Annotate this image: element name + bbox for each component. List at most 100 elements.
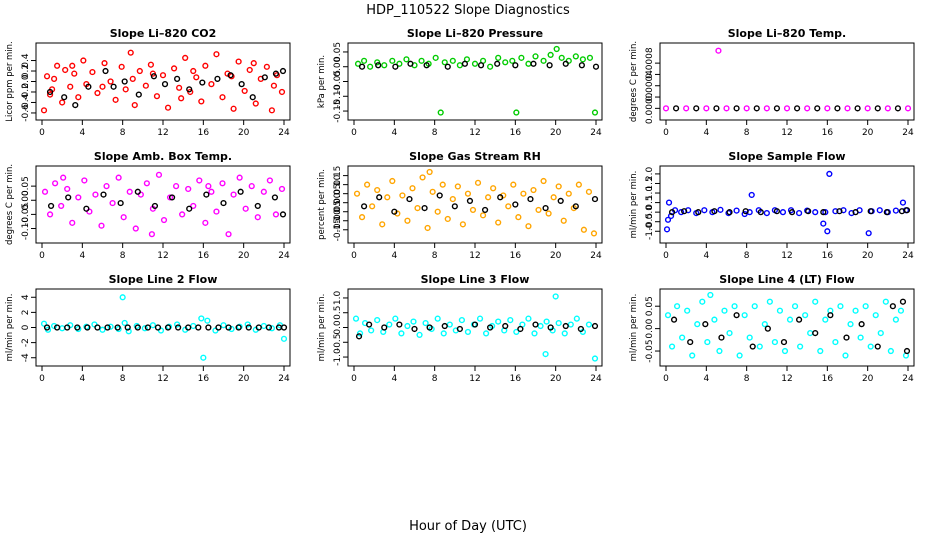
data-point [797,343,804,350]
y-tick-label: 0.0000 [645,92,655,124]
data-point [179,211,186,218]
data-point [426,324,433,331]
data-point [592,63,600,70]
x-tick-label: 12 [469,128,480,138]
data-point [69,62,76,69]
data-point [824,228,831,235]
y-tick-label: -0.4 [21,93,31,111]
data-point [693,105,700,112]
y-tick-label: -0.10 [333,209,343,233]
x-tick-label: 20 [238,251,250,261]
data-point [244,321,251,328]
series-1 [664,291,910,359]
data-point [230,191,237,198]
series-1 [353,168,598,237]
data-point [672,105,680,112]
data-point [46,211,54,218]
data-point [826,170,833,178]
data-point [662,105,670,112]
data-point [404,217,411,224]
x-tick-label: 12 [157,251,168,261]
data-point [213,51,220,58]
panel-title: Slope Line 3 Flow [421,273,530,286]
data-point [783,105,791,112]
data-point [195,324,202,331]
y-tick-label: 0.0 [21,74,31,89]
data-point [75,194,82,201]
data-point [756,343,763,350]
data-point [479,212,487,219]
series-2 [668,207,911,216]
y-tick-label: 0.05 [645,296,655,316]
series-1 [662,47,912,112]
y-axis-label: Licor ppm per min. [5,41,15,122]
data-point [562,60,569,67]
data-point [837,303,844,310]
data-point [122,86,129,93]
data-point [426,168,433,176]
data-point [726,330,733,337]
data-point [509,57,516,64]
y-tick-label: 0 [21,324,31,330]
data-point [193,74,200,81]
data-point [268,325,276,332]
data-point [437,109,444,116]
panel-5: Slope Gas Stream RH 0 4 8 12 16 20 24 -0.15-0.10… [317,150,603,261]
series-2 [360,192,599,215]
y-tick-label: -0.05 [333,70,343,93]
data-point [134,324,141,331]
x-tick-label: 24 [278,374,290,384]
data-point [214,75,221,82]
x-tick-label: 8 [432,128,438,138]
data-point [459,221,467,228]
x-tick-label: 8 [120,251,126,261]
plot-frame [347,42,603,121]
data-point [857,334,864,341]
plot-frame [35,165,291,244]
data-point [280,335,288,342]
data-point [43,73,51,80]
data-point [781,347,789,355]
data-point [272,211,280,218]
x-axis-label: Hour of Day (UTC) [409,519,527,534]
data-point [543,318,550,325]
data-point [553,45,560,53]
series-2 [46,67,287,109]
data-point [153,93,161,100]
data-point [114,324,121,331]
data-point [591,322,599,330]
data-point [236,174,243,181]
data-point [512,201,519,208]
data-point [531,330,538,337]
data-point [422,319,429,327]
data-point [154,324,162,331]
data-point [897,307,905,314]
y-tick-label: -1.0 [333,348,343,366]
x-tick-label: 8 [120,374,126,384]
data-point [731,303,738,310]
y-tick-label: -0.6 [21,104,31,122]
panel-title: Slope Li–820 CO2 [110,27,217,40]
data-point [99,326,106,333]
x-tick-label: 24 [590,128,602,138]
data-point [355,333,363,340]
data-point [684,307,691,314]
data-point [490,185,497,192]
data-point [228,73,235,80]
data-point [704,338,711,346]
panel-4: Slope Amb. Box Temp. 0 4 8 12 16 20 24 -0.10-0.0… [5,150,291,261]
data-point [788,209,796,216]
data-point [389,177,396,185]
x-tick-label: 24 [278,128,290,138]
y-tick-label: -0.2 [21,83,31,101]
data-point [89,68,96,76]
data-point [99,83,106,90]
x-tick-label: 20 [862,128,874,138]
data-point [254,214,261,221]
data-point [476,315,484,322]
series-1 [41,171,286,238]
figure-title: HDP_110522 Slope Diagnostics [366,3,570,18]
data-point [899,199,907,206]
